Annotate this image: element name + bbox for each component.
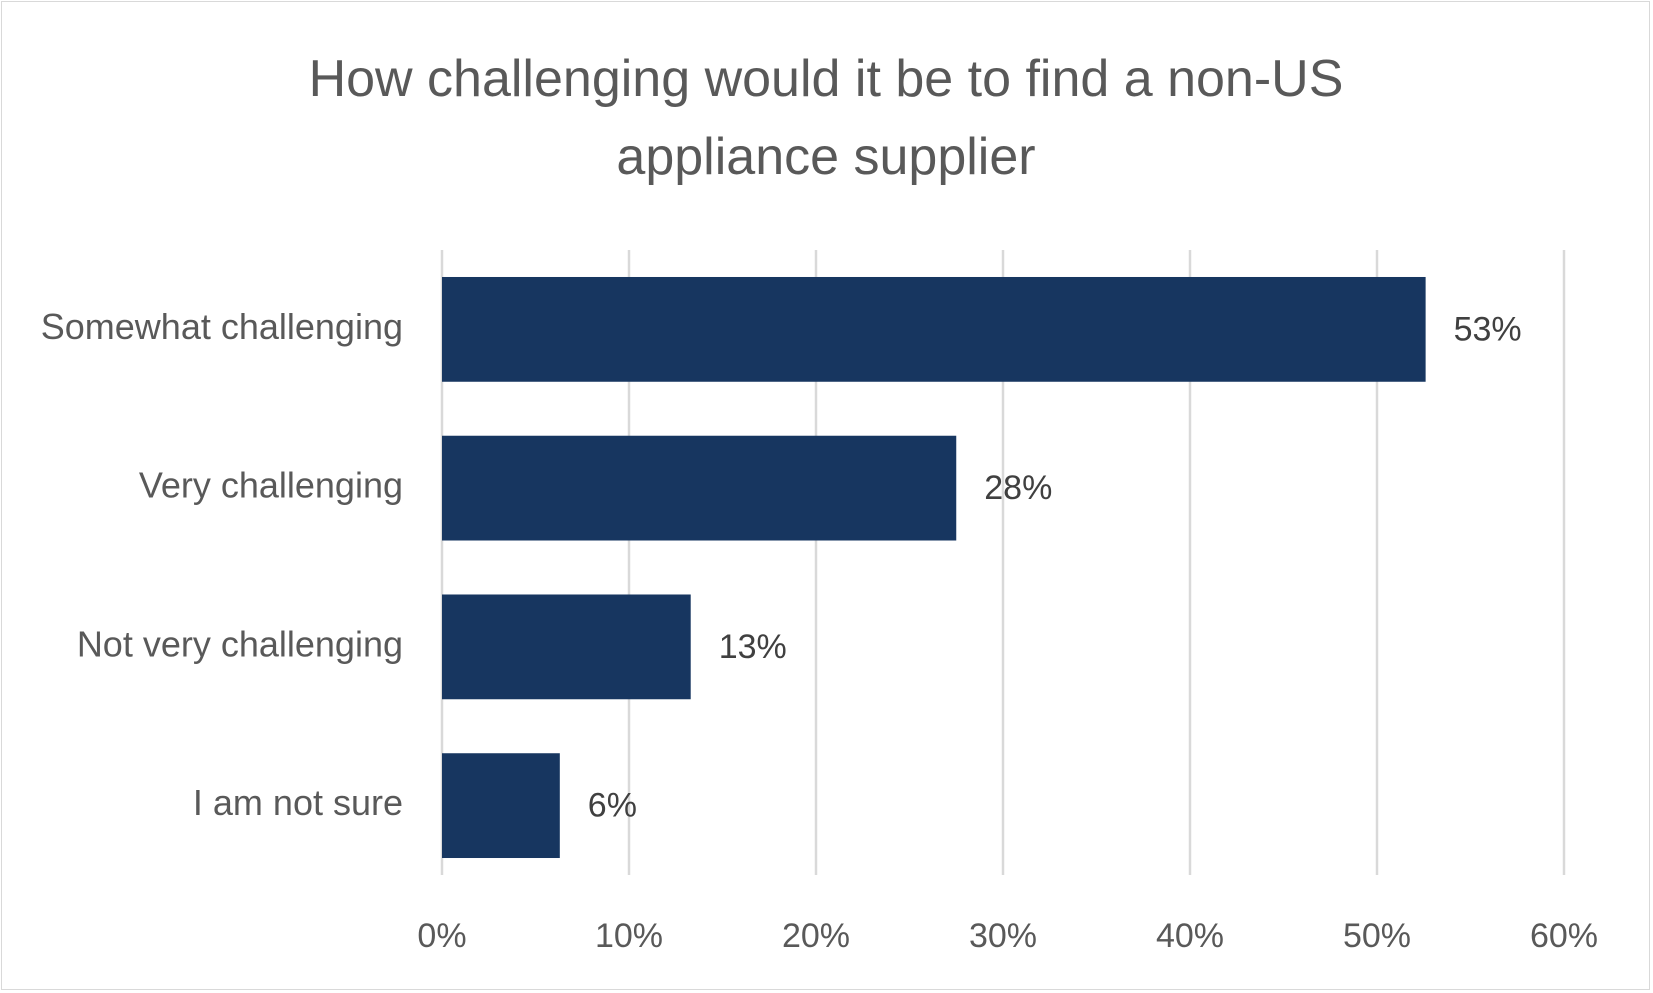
chart-title: How challenging would it be to find a no… <box>308 50 1344 186</box>
y-tick-label: Very challenging <box>139 465 403 506</box>
x-tick-label: 40% <box>1156 917 1224 955</box>
y-tick-label: Somewhat challenging <box>41 306 403 347</box>
x-tick-label: 30% <box>969 917 1037 955</box>
x-tick-label: 60% <box>1530 917 1598 955</box>
y-tick-label: Not very challenging <box>77 623 403 664</box>
value-label: 53% <box>1454 310 1522 348</box>
value-label: 13% <box>719 628 787 666</box>
bar <box>442 276 1426 382</box>
bar <box>442 594 691 700</box>
bar <box>442 435 957 541</box>
bar <box>442 753 560 859</box>
x-tick-label: 0% <box>417 917 466 955</box>
value-label: 28% <box>984 469 1052 507</box>
x-tick-label: 20% <box>782 917 850 955</box>
x-tick-label: 10% <box>595 917 663 955</box>
x-tick-label: 50% <box>1343 917 1411 955</box>
value-label: 6% <box>588 787 637 825</box>
y-tick-label: I am not sure <box>193 782 403 823</box>
